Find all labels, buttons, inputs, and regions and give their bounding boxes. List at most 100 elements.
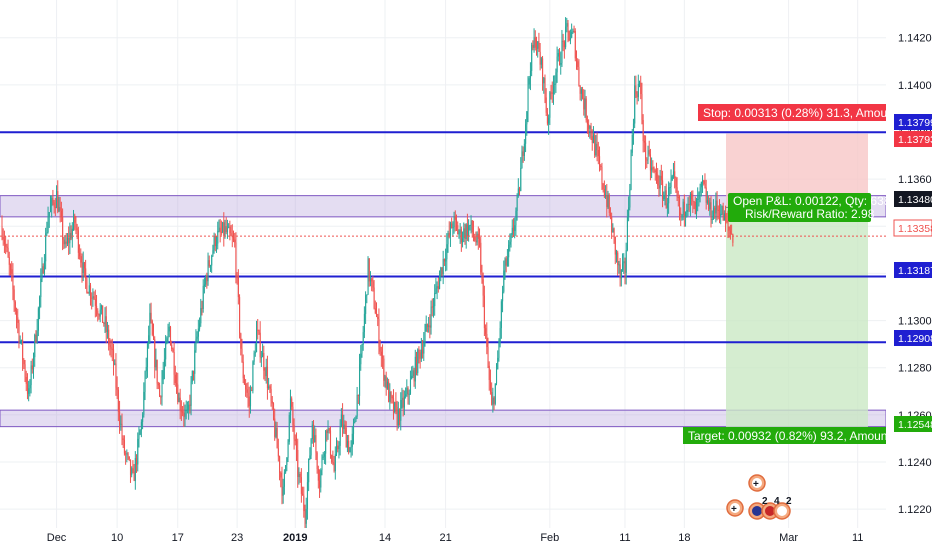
candle-body [126,453,128,455]
candle-body [677,197,679,199]
candle-body [346,440,349,448]
candle-body [83,262,86,269]
candle-body [296,441,298,450]
candle-body [262,352,264,358]
candle-body [512,227,515,231]
candle-body [229,226,231,234]
candle-body [212,250,214,256]
candle-body [599,156,601,166]
candle-body [654,170,656,173]
candle-body [200,308,202,324]
candle-body [482,279,484,296]
svg-text:+: + [753,479,759,490]
candle-body [343,424,345,430]
candle-body [1,226,3,237]
candle-body [726,220,728,222]
candle-body [19,340,21,342]
candle-body [103,322,105,324]
candle-body [314,435,316,443]
candle-body [137,438,139,465]
candle-body [5,244,7,247]
candle-body [298,473,300,477]
long-position-tool[interactable] [726,133,868,428]
candle-body [545,97,547,113]
event-icon[interactable] [730,503,740,513]
candle-body [11,269,13,274]
candle-body [173,352,175,375]
candle-body [308,459,310,483]
candle-body [528,78,530,85]
candle-body [700,181,702,188]
candle-body [723,213,725,221]
target-zone [726,207,868,428]
candle-body [29,385,31,389]
candle-body [7,247,9,258]
candle-body [46,232,48,234]
candle-body [16,311,18,318]
candle-body [131,468,133,475]
candle-body [595,143,597,156]
candle-body [493,397,495,404]
candle-body [504,258,506,271]
candle-body [219,227,221,232]
candle-body [699,187,701,193]
level-price: 1.12908 [898,333,932,345]
candle-body [82,262,84,274]
candle-body [557,52,559,57]
candle-body [37,308,39,331]
candle-body [658,185,660,189]
flag-us-icon [765,506,775,516]
candle-body [390,391,392,397]
candle-body [686,210,688,212]
event-icon[interactable] [752,478,762,488]
candle-body [479,238,481,243]
candle-body [139,430,141,435]
candle-body [657,174,659,186]
event-icon[interactable] [777,506,787,516]
candle-body [2,236,4,240]
candle-body [632,123,635,136]
candle-body [153,334,155,340]
candle-body [568,30,570,41]
candle-body [190,381,192,406]
candle-body [20,340,22,342]
candle-body [266,366,269,388]
time-tick-label: 18 [678,532,690,544]
economic-events[interactable]: + + 2 4 2 [726,474,792,520]
candle-body [428,325,430,327]
candle-body [239,297,241,334]
candle-body [96,305,98,311]
candle-body [590,126,592,137]
candle-body [183,412,185,417]
candle-body [109,344,111,347]
time-tick-label: Feb [540,532,559,544]
candle-body [348,440,350,453]
candle-body [28,388,30,394]
candle-body [339,427,341,446]
candle-body [24,364,26,378]
candle-body [207,260,209,282]
candle-body [516,195,518,211]
current-price: 1.13358 [898,223,932,235]
candle-body [574,31,576,59]
candle-body [144,371,146,392]
candle-body [508,244,510,258]
candle-body [649,154,652,171]
candle-body [117,389,119,412]
candle-body [491,392,493,405]
candle-body [156,359,158,384]
candle-body [411,375,413,380]
time-axis[interactable]: Dec 10 17 23 2019 14 21 Feb 11 18 Mar 11 [47,532,864,544]
candle-body [729,230,732,234]
candle-body [342,414,344,430]
candle-body [332,462,334,464]
candle-body [697,198,699,200]
candle-body [276,427,278,449]
candle-body [14,302,16,312]
entry-price: 1.13480 [898,194,932,206]
candle-body [211,255,213,266]
candle-body [241,348,243,362]
candle-body [454,216,456,220]
candle-body [98,314,100,317]
